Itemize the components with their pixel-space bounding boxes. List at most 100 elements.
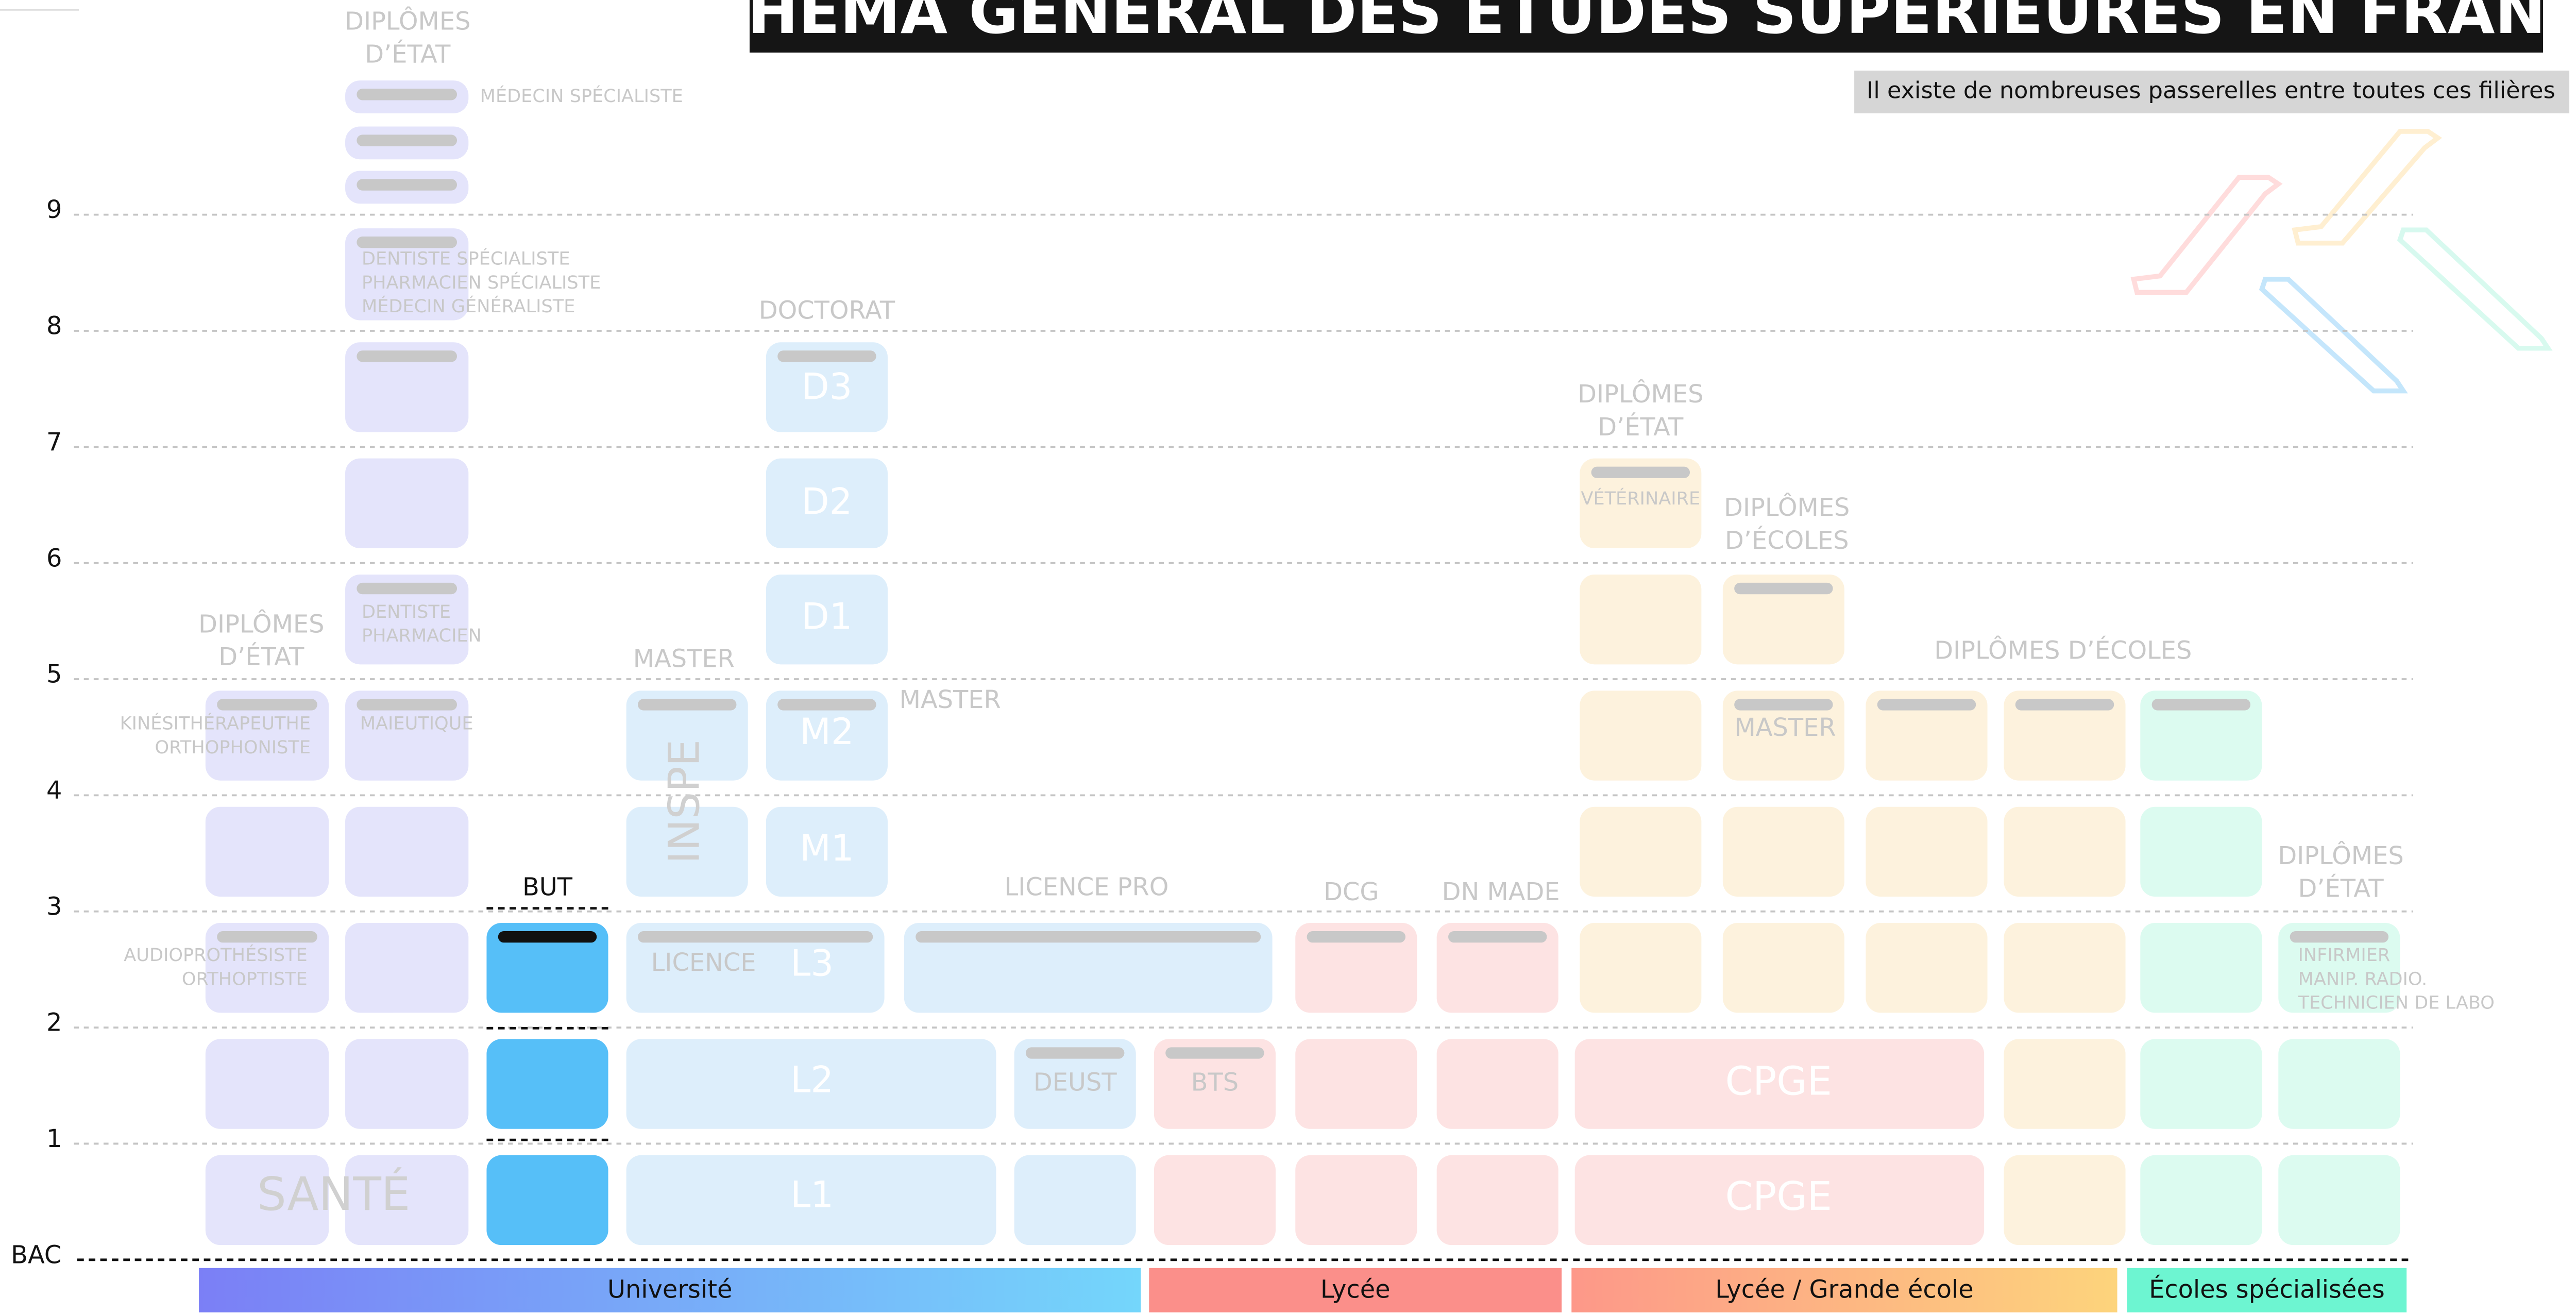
group-label: DIPLÔMES — [198, 609, 324, 638]
group-label: MASTER — [900, 686, 1001, 714]
level-label: 2 — [46, 1009, 62, 1037]
program-bar — [217, 699, 317, 710]
box-label: L3 — [790, 942, 834, 984]
program-bar — [498, 931, 597, 942]
box-label: SANTÉ — [257, 1167, 410, 1221]
box-label: PHARMACIEN — [362, 625, 482, 646]
sector-label: Lycée / Grande école — [1715, 1275, 1974, 1304]
group-label: DIPLÔMES — [1578, 379, 1703, 409]
box-label: BTS — [1191, 1069, 1239, 1097]
program-bar — [638, 699, 736, 710]
program-box — [1580, 690, 1701, 780]
program-box — [1723, 923, 1844, 1013]
program-box — [2004, 1039, 2125, 1128]
box-label: CPGE — [1725, 1174, 1832, 1220]
program-box — [1295, 1039, 1417, 1128]
program-bar — [1307, 931, 1405, 942]
program-bar — [1877, 699, 1976, 710]
box-label: L1 — [790, 1174, 834, 1216]
sector-label: Lycée — [1320, 1275, 1391, 1304]
group-label: D’ÉCOLES — [1725, 526, 1849, 555]
program-box — [206, 807, 329, 897]
level-label: 4 — [46, 777, 62, 805]
level-label: 1 — [46, 1125, 62, 1153]
group-label: DIPLÔMES D’ÉCOLES — [1934, 635, 2192, 665]
program-bar — [1165, 1047, 1264, 1058]
box-label: ORTHOPTISTE — [182, 968, 308, 989]
program-box — [345, 459, 468, 548]
program-bar — [2290, 931, 2388, 942]
box-label: DEUST — [1033, 1069, 1117, 1097]
program-bar — [357, 89, 457, 100]
program-bar — [357, 350, 457, 362]
program-bar — [357, 179, 457, 190]
group-label: D’ÉTAT — [2298, 874, 2384, 903]
program-box — [1580, 807, 1701, 897]
group-label: DN MADE — [1442, 878, 1560, 906]
program-bar — [357, 237, 457, 248]
diagram: SCHÉMA GÉNÉRAL DES ÉTUDES SUPÉRIEURES EN… — [0, 0, 2576, 1314]
box-label: MÉDECIN SPÉCIALISTE — [480, 85, 683, 107]
program-box — [1580, 575, 1701, 664]
group-label: D’ÉTAT — [1598, 412, 1684, 442]
program-box — [2004, 807, 2125, 897]
box-label: L2 — [790, 1059, 834, 1101]
program-bar — [1448, 931, 1547, 942]
group-label: BUT — [522, 873, 573, 901]
level-label: 8 — [46, 312, 62, 341]
program-bar — [217, 931, 317, 942]
level-label: 9 — [46, 196, 62, 224]
program-box — [1866, 923, 1987, 1013]
sector-label: Université — [607, 1275, 733, 1304]
group-label: DIPLÔMES — [1724, 493, 1850, 522]
program-box — [1723, 807, 1844, 897]
box-label: TECHNICIEN DE LABO — [2298, 992, 2495, 1014]
note: Il existe de nombreuses passerelles entr… — [1867, 77, 2555, 104]
box-label: AUDIOPROTHÉSISTE — [124, 944, 307, 966]
box-label: MÉDECIN GÉNÉRALISTE — [362, 295, 575, 317]
program-box — [345, 923, 468, 1013]
level-label: BAC — [11, 1241, 61, 1269]
program-bar — [1734, 583, 1833, 594]
level-label: 6 — [46, 544, 62, 572]
box-label: DENTISTE — [362, 601, 451, 622]
group-label: LICENCE PRO — [1005, 873, 1169, 901]
level-label: 3 — [46, 892, 62, 921]
program-bar — [1591, 467, 1690, 478]
box-label: VÉTÉRINAIRE — [1581, 487, 1700, 509]
program-bar — [777, 350, 876, 362]
program-bar — [1026, 1047, 1124, 1058]
program-bar — [357, 583, 457, 594]
program-box — [1866, 807, 1987, 897]
level-label: 7 — [46, 428, 62, 457]
box-label: MAIEUTIQUE — [360, 713, 473, 734]
program-box — [206, 1039, 329, 1128]
program-box — [2140, 807, 2262, 897]
program-bar — [2152, 699, 2250, 710]
box-label: INSPE — [659, 739, 709, 864]
title: SCHÉMA GÉNÉRAL DES ÉTUDES SUPÉRIEURES EN… — [659, 0, 2576, 47]
group-label: D’ÉTAT — [218, 642, 304, 671]
program-box — [345, 1039, 468, 1128]
program-box — [1295, 1155, 1417, 1245]
program-box — [2278, 1155, 2400, 1245]
group-label: DOCTORAT — [759, 297, 895, 325]
program-box — [1437, 1155, 1558, 1245]
group-label: DCG — [1324, 878, 1379, 906]
program-box — [2278, 1039, 2400, 1128]
box-label: D1 — [802, 596, 853, 638]
group-label: DIPLÔMES — [2278, 841, 2403, 870]
group-label: MASTER — [633, 645, 735, 673]
program-box — [2140, 923, 2262, 1013]
box-label: MASTER — [1735, 714, 1836, 742]
program-bar — [777, 699, 876, 710]
group-label: DIPLÔMES — [345, 7, 470, 36]
box-label: KINÉSITHÉRAPEUTHE — [120, 713, 311, 734]
program-box — [486, 1039, 608, 1128]
page: SCHÉMA GÉNÉRAL DES ÉTUDES SUPÉRIEURES EN… — [0, 0, 2576, 1314]
program-box — [2004, 1155, 2125, 1245]
box-label: M1 — [800, 827, 854, 869]
group-label: D’ÉTAT — [365, 39, 451, 69]
box-label: MANIP. RADIO. — [2298, 968, 2428, 989]
box-label: ORTHOPHONISTE — [155, 737, 311, 758]
